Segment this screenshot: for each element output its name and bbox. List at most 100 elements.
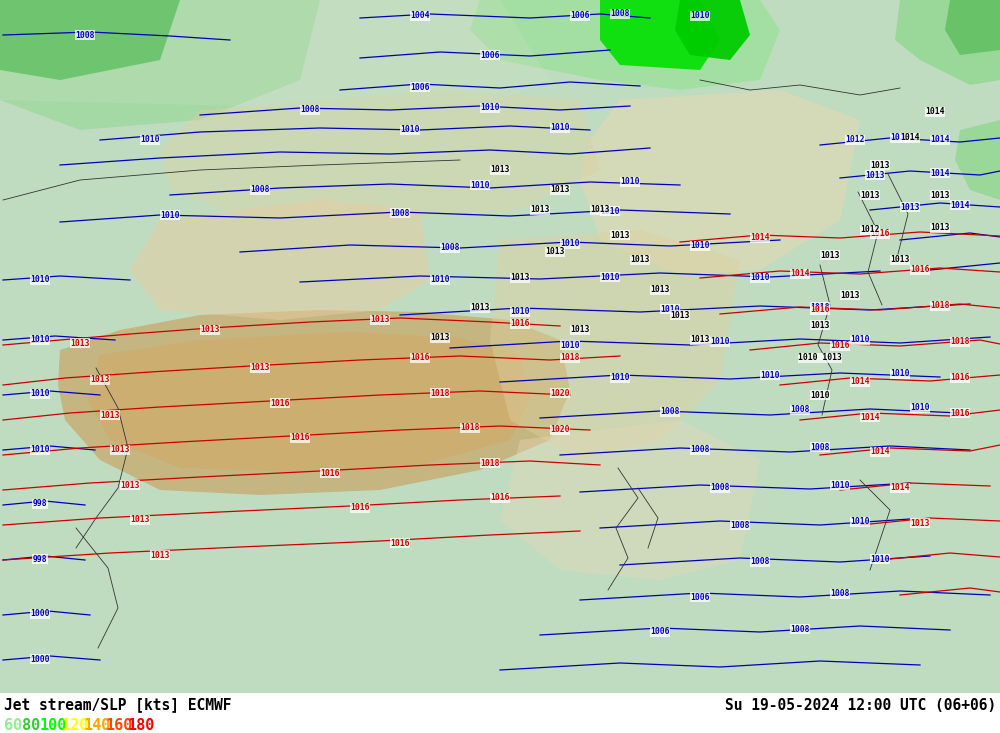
Text: 1008: 1008 <box>730 520 750 529</box>
Text: 1014: 1014 <box>950 201 970 210</box>
Text: 1008: 1008 <box>390 208 410 218</box>
Text: 1014: 1014 <box>860 413 880 421</box>
Text: 1016: 1016 <box>270 399 290 408</box>
Text: Jet stream/SLP [kts] ECMWF: Jet stream/SLP [kts] ECMWF <box>4 698 232 712</box>
Text: 1008: 1008 <box>660 408 680 416</box>
Text: 1013: 1013 <box>690 336 710 345</box>
Text: 1013: 1013 <box>530 205 550 215</box>
Text: 1006: 1006 <box>480 51 500 59</box>
Text: 1008: 1008 <box>440 243 460 252</box>
Text: 1008: 1008 <box>790 405 810 414</box>
Text: 1013: 1013 <box>610 230 630 240</box>
Text: 1010: 1010 <box>890 369 910 378</box>
Text: 1008: 1008 <box>750 558 770 567</box>
Text: 1018: 1018 <box>560 353 580 363</box>
Text: 1013: 1013 <box>820 251 840 259</box>
Text: 1008: 1008 <box>810 443 830 452</box>
Text: 1008: 1008 <box>830 589 850 599</box>
Text: 1018: 1018 <box>430 388 450 397</box>
Text: 1013: 1013 <box>430 334 450 342</box>
Text: 1013: 1013 <box>840 290 860 300</box>
Text: 1006: 1006 <box>690 592 710 602</box>
Polygon shape <box>895 0 1000 85</box>
Polygon shape <box>58 310 570 495</box>
Text: 1013: 1013 <box>930 224 950 232</box>
Text: 1016: 1016 <box>510 320 530 328</box>
Text: 1014: 1014 <box>930 136 950 144</box>
Text: 1010: 1010 <box>690 241 710 251</box>
Text: 1018: 1018 <box>950 337 970 347</box>
Text: 60: 60 <box>4 718 22 732</box>
Text: 1008: 1008 <box>710 484 730 493</box>
Text: 1013: 1013 <box>250 364 270 372</box>
Text: 1013: 1013 <box>545 248 565 257</box>
Text: 1013: 1013 <box>865 171 885 180</box>
Text: 1012: 1012 <box>845 136 865 144</box>
Text: 1014: 1014 <box>790 270 810 279</box>
Text: 1010: 1010 <box>30 446 50 454</box>
Text: 1008: 1008 <box>300 106 320 114</box>
Text: 1013: 1013 <box>200 325 220 334</box>
Text: 1010: 1010 <box>560 341 580 350</box>
Text: 1013: 1013 <box>890 133 910 142</box>
Text: 1013: 1013 <box>370 315 390 325</box>
Text: 1016: 1016 <box>830 342 850 350</box>
Text: 1016: 1016 <box>910 265 930 274</box>
Text: 1013: 1013 <box>550 185 570 194</box>
Text: 1013: 1013 <box>930 191 950 199</box>
Text: 140: 140 <box>84 718 111 732</box>
Text: 1010: 1010 <box>710 337 730 347</box>
Text: 1010: 1010 <box>690 12 710 21</box>
Text: 1013: 1013 <box>670 311 690 320</box>
Text: 1013: 1013 <box>100 410 120 419</box>
Text: 1016: 1016 <box>320 468 340 477</box>
Polygon shape <box>160 90 600 220</box>
Text: 1013: 1013 <box>870 161 890 169</box>
Text: 1016: 1016 <box>490 493 510 503</box>
Text: 1000: 1000 <box>30 610 50 619</box>
Text: 1010: 1010 <box>910 403 930 413</box>
Text: 1020: 1020 <box>550 425 570 435</box>
Text: 1010: 1010 <box>830 481 850 490</box>
Text: 1013: 1013 <box>110 446 130 454</box>
Text: 1014: 1014 <box>900 133 920 142</box>
Text: 1016: 1016 <box>390 539 410 548</box>
Text: 1010: 1010 <box>750 273 770 282</box>
Text: 1013: 1013 <box>130 515 150 525</box>
Text: 1010: 1010 <box>400 125 420 134</box>
Text: 1013: 1013 <box>510 273 530 282</box>
Polygon shape <box>600 0 720 70</box>
Text: 1010: 1010 <box>560 240 580 248</box>
Text: 1014: 1014 <box>925 108 945 117</box>
Text: 1013: 1013 <box>120 481 140 490</box>
Text: 1010: 1010 <box>610 374 630 383</box>
Text: 1008: 1008 <box>790 625 810 633</box>
Text: 1016: 1016 <box>290 433 310 443</box>
Text: 1013: 1013 <box>570 325 590 334</box>
Text: 1010: 1010 <box>810 391 830 399</box>
Text: 100: 100 <box>40 718 67 732</box>
Text: 1013: 1013 <box>900 202 920 212</box>
Text: 1000: 1000 <box>30 655 50 663</box>
Text: 80: 80 <box>22 718 40 732</box>
Text: 1010: 1010 <box>470 180 490 190</box>
Text: 1010: 1010 <box>620 177 640 186</box>
Polygon shape <box>945 0 1000 55</box>
Text: 1013: 1013 <box>490 166 510 174</box>
Text: 1018: 1018 <box>930 301 950 311</box>
Polygon shape <box>470 0 780 90</box>
Polygon shape <box>955 120 1000 200</box>
Text: 1018: 1018 <box>460 424 480 432</box>
Text: 1010: 1010 <box>480 103 500 112</box>
Polygon shape <box>580 90 860 275</box>
Text: 1010: 1010 <box>600 207 620 216</box>
Text: 1006: 1006 <box>570 12 590 21</box>
Text: 1010: 1010 <box>870 554 890 564</box>
Text: 1006: 1006 <box>410 83 430 92</box>
Text: 1013: 1013 <box>910 518 930 528</box>
Text: 1014: 1014 <box>750 234 770 243</box>
Polygon shape <box>130 200 430 320</box>
Text: Su 19-05-2024 12:00 UTC (06+06): Su 19-05-2024 12:00 UTC (06+06) <box>725 698 996 712</box>
Text: 120: 120 <box>62 718 89 732</box>
Text: 1010 1013: 1010 1013 <box>798 353 842 363</box>
